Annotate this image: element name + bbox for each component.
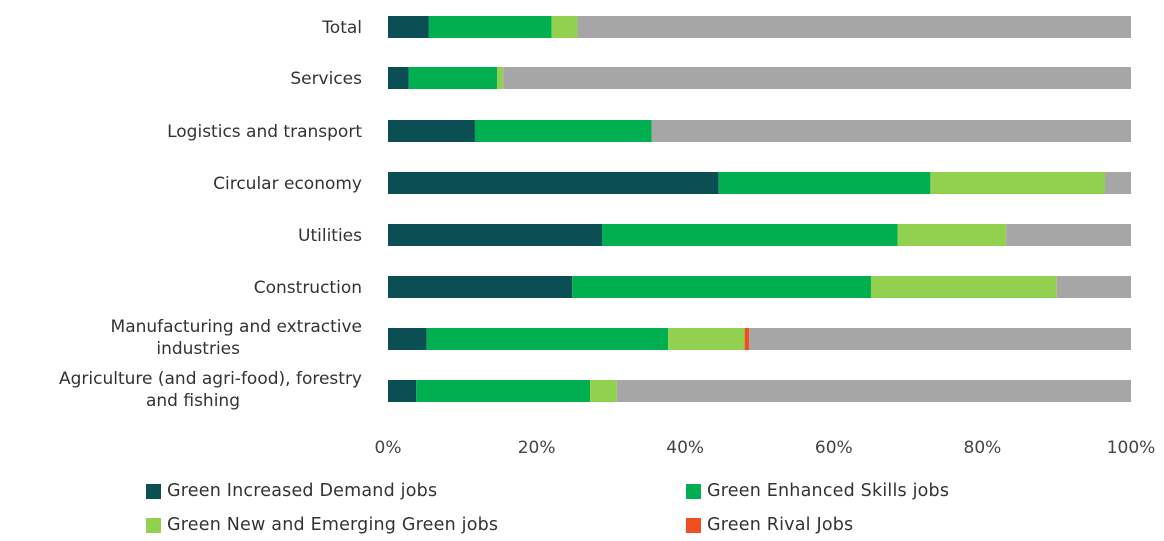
legend-swatch: [146, 517, 161, 533]
bar-segment-4-2: [897, 224, 1007, 246]
legend-label: Green Enhanced Skills jobs: [707, 481, 950, 501]
bar-segment-0-0: [388, 16, 429, 38]
bar-segment-5-0: [388, 276, 573, 298]
x-tick-label: 100%: [1107, 438, 1156, 458]
bar-segment-7-2: [590, 380, 617, 402]
category-labels: Total Services Logistics and transport Circ…: [59, 18, 362, 411]
bar-segment-6-0: [388, 328, 427, 350]
bar-segment-0-2: [551, 16, 578, 38]
bar-segment-3-0: [388, 172, 719, 194]
bar-segment-5-2: [870, 276, 1057, 298]
legend-swatch: [146, 483, 161, 499]
bar-segment-1-4: [503, 67, 1132, 89]
bar-segment-6-4: [749, 328, 1131, 350]
bar-segment-3-2: [930, 172, 1105, 194]
bar-segment-7-0: [388, 380, 417, 402]
bar-segment-4-1: [601, 224, 898, 246]
bar-segment-5-1: [572, 276, 871, 298]
bar-segment-6-3: [744, 328, 750, 350]
x-axis-ticks: 0% 20% 40% 60% 80% 100%: [375, 438, 1156, 458]
bar-segment-1-1: [408, 67, 498, 89]
bar-segment-4-0: [388, 224, 602, 246]
bar-segment-0-4: [577, 16, 1131, 38]
category-label: Total: [321, 18, 362, 38]
bar-segment-2-1: [474, 120, 652, 142]
legend-swatch: [686, 483, 701, 499]
legend-swatch: [686, 517, 701, 533]
x-tick-label: 0%: [375, 438, 402, 458]
bar-segment-2-0: [388, 120, 475, 142]
legend-item: Green New and Emerging Green jobs: [146, 512, 498, 538]
legend-item: Green Increased Demand jobs: [146, 478, 437, 504]
bar-segment-7-4: [616, 380, 1131, 402]
bar-segment-2-4: [651, 120, 1131, 142]
legend-label: Green Increased Demand jobs: [167, 481, 438, 501]
category-label: Construction: [254, 278, 362, 298]
bars-group: [388, 16, 1132, 402]
x-tick-label: 20%: [518, 438, 556, 458]
bar-segment-3-4: [1104, 172, 1131, 194]
category-label: Agriculture (and agri-food), forestry and…: [59, 369, 362, 411]
x-tick-label: 40%: [666, 438, 704, 458]
x-tick-label: 60%: [815, 438, 853, 458]
stacked-bar-chart: Total Services Logistics and transport Circ…: [59, 16, 1156, 458]
bar-segment-5-4: [1056, 276, 1131, 298]
legend-label: Green Rival Jobs: [707, 515, 854, 535]
bar-segment-1-0: [388, 67, 409, 89]
legend-label: Green New and Emerging Green jobs: [167, 515, 499, 535]
bar-segment-6-1: [426, 328, 669, 350]
category-label: Logistics and transport: [167, 122, 362, 142]
category-label: Utilities: [298, 226, 362, 246]
x-tick-label: 80%: [964, 438, 1002, 458]
legend-item: Green Enhanced Skills jobs: [686, 478, 949, 504]
category-label: Manufacturing and extractive industries: [111, 317, 362, 359]
bar-segment-7-1: [416, 380, 591, 402]
legend: Green Increased Demand jobs Green Enhance…: [146, 478, 1086, 538]
category-label: Circular economy: [213, 174, 362, 194]
bar-segment-0-1: [428, 16, 552, 38]
bar-segment-6-2: [668, 328, 745, 350]
legend-item: Green Rival Jobs: [686, 512, 853, 538]
category-label: Services: [290, 69, 362, 89]
bar-segment-4-4: [1006, 224, 1131, 246]
bar-segment-1-2: [497, 67, 504, 89]
bar-segment-3-1: [718, 172, 931, 194]
